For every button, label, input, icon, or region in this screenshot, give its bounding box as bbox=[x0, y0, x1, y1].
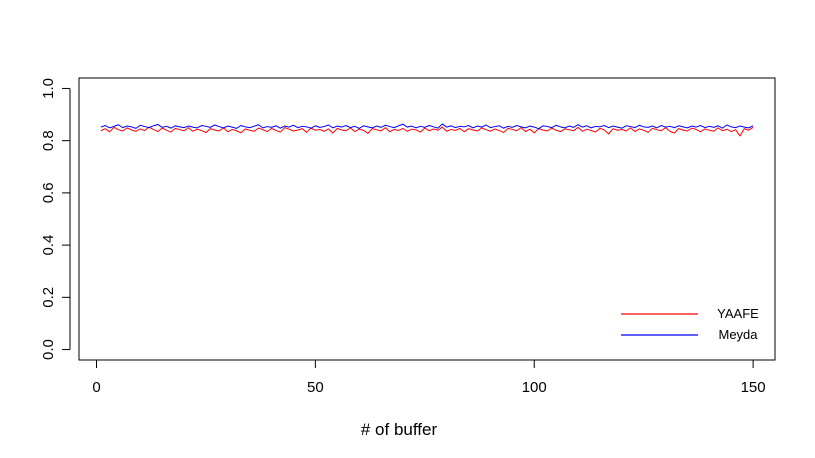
legend-label-meyda: Meyda bbox=[718, 327, 758, 342]
series-line-yaafe bbox=[100, 126, 754, 137]
legend-label-yaafe: YAAFE bbox=[717, 306, 759, 321]
y-tick-label: 0.8 bbox=[40, 130, 57, 151]
x-tick-label: 50 bbox=[307, 379, 324, 396]
x-tick-label: 0 bbox=[92, 379, 100, 396]
x-tick-label: 150 bbox=[741, 379, 766, 396]
y-tick-label: 0.0 bbox=[40, 339, 57, 360]
y-tick-label: 1.0 bbox=[40, 78, 57, 99]
plot-frame bbox=[78, 77, 776, 361]
legend: YAAFE Meyda bbox=[621, 306, 759, 342]
y-tick-label: 0.2 bbox=[40, 287, 57, 308]
x-tick-label: 100 bbox=[522, 379, 547, 396]
x-axis: 0 50 100 150 bbox=[92, 359, 766, 396]
y-tick-label: 0.4 bbox=[40, 235, 57, 256]
x-axis-label: # of buffer bbox=[361, 420, 438, 439]
series-line-meyda bbox=[100, 123, 754, 130]
series-layer bbox=[100, 123, 754, 137]
y-axis: 0.0 0.2 0.4 0.6 0.8 1.0 bbox=[40, 78, 71, 360]
y-tick-label: 0.6 bbox=[40, 182, 57, 203]
